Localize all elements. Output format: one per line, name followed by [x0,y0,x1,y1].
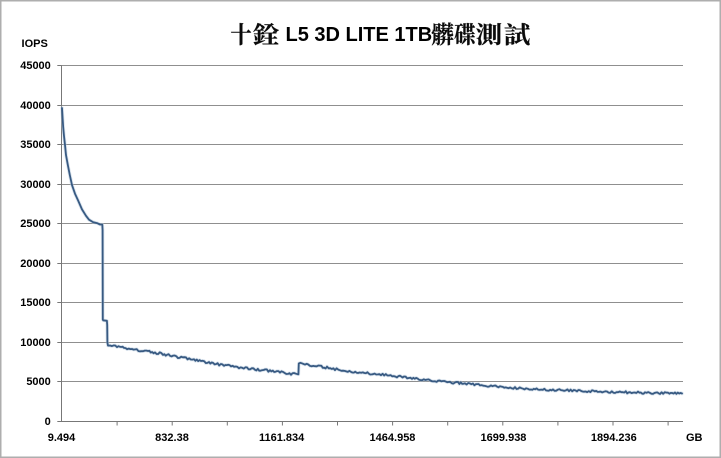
svg-text:832.38: 832.38 [155,432,189,444]
svg-text:10000: 10000 [20,337,51,349]
svg-text:9.494: 9.494 [48,432,76,444]
svg-text:35000: 35000 [20,139,51,151]
svg-text:1161.834: 1161.834 [259,432,305,444]
svg-text:0: 0 [45,416,51,428]
svg-text:1699.938: 1699.938 [481,432,527,444]
svg-text:20000: 20000 [20,258,51,270]
svg-text:GB: GB [686,432,703,444]
svg-text:5000: 5000 [26,376,50,388]
svg-text:45000: 45000 [20,60,51,72]
svg-text:40000: 40000 [20,100,51,112]
svg-text:15000: 15000 [20,297,51,309]
svg-text:IOPS: IOPS [22,38,48,50]
svg-text:L5 3D LITE 1TB: L5 3D LITE 1TB [286,24,433,46]
svg-text:1464.958: 1464.958 [370,432,416,444]
svg-text:30000: 30000 [20,179,51,191]
svg-text:25000: 25000 [20,218,51,230]
svg-text:1894.236: 1894.236 [591,432,637,444]
